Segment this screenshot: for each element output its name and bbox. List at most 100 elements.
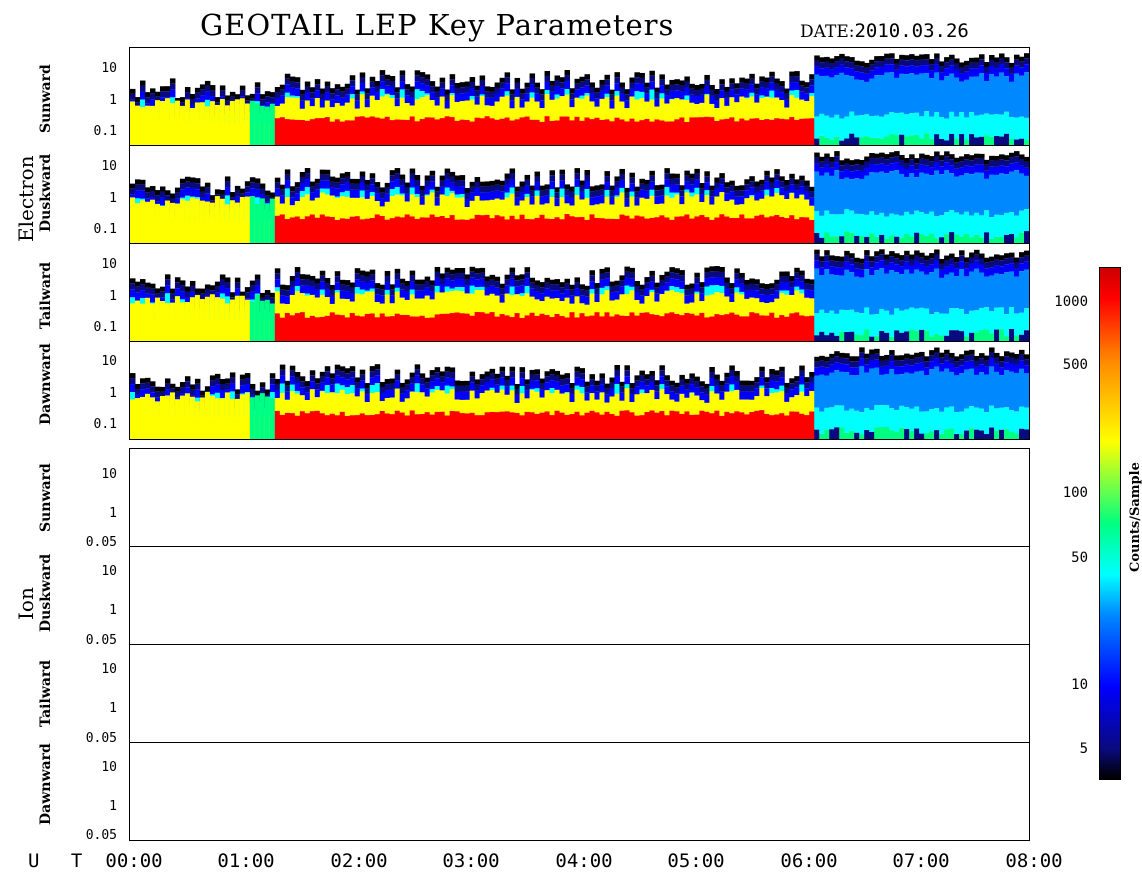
- spectrogram-cell: [879, 427, 885, 439]
- spectrogram-cell: [314, 397, 321, 411]
- spectrogram-cell: [789, 378, 795, 384]
- spectrogram-cell: [449, 85, 456, 94]
- spectrogram-cell: [764, 382, 770, 389]
- spectrogram-cell: [954, 308, 960, 331]
- spectrogram-cell: [874, 270, 880, 315]
- spectrogram-cell: [804, 388, 810, 397]
- spectrogram-cell: [269, 373, 276, 379]
- spectrogram-cell: [164, 200, 171, 243]
- spectrogram-cell: [329, 176, 336, 182]
- spectrogram-cell: [609, 121, 615, 145]
- spectrogram-cell: [674, 287, 680, 292]
- spectrogram-cell: [609, 388, 615, 397]
- spectrogram-cell: [439, 371, 446, 377]
- spectrogram-cell: [934, 352, 940, 359]
- spectrogram-cell: [339, 86, 346, 92]
- spectrogram-cell: [524, 278, 531, 287]
- spectrogram-cell: [404, 291, 411, 300]
- spectrogram-cell: [539, 196, 546, 205]
- spectrogram-cell: [999, 72, 1005, 115]
- spectrogram-cell: [804, 415, 810, 439]
- spectrogram-cell: [264, 396, 271, 439]
- spectrogram-cell: [624, 370, 630, 377]
- spectrogram-cell: [694, 179, 700, 188]
- spectrogram-cell: [449, 288, 456, 292]
- spectrogram-cell: [374, 414, 381, 439]
- spectrogram-cell: [354, 315, 361, 341]
- spectrogram-cell: [744, 184, 750, 191]
- spectrogram-cell: [919, 158, 925, 165]
- spectrogram-cell: [764, 195, 770, 218]
- spectrogram-cell: [989, 405, 995, 428]
- spectrogram-cell: [584, 74, 590, 80]
- spectrogram-cell: [274, 273, 281, 280]
- spectrogram-cell: [514, 313, 521, 341]
- spectrogram-cell: [929, 175, 935, 212]
- spectrogram-cell: [164, 98, 171, 145]
- spectrogram-cell: [559, 169, 566, 175]
- spectrogram-cell: [774, 370, 780, 376]
- spectrogram-cell: [959, 250, 965, 256]
- spectrogram-cell: [659, 184, 665, 190]
- spectrogram-cell: [969, 263, 975, 272]
- spectrogram-cell: [464, 81, 471, 87]
- spectrogram-cell: [649, 175, 655, 182]
- spectrogram-cell: [174, 100, 181, 145]
- spectrogram-cell: [969, 349, 975, 355]
- spectrogram-cell: [214, 384, 221, 393]
- spectrogram-cell: [264, 91, 271, 97]
- spectrogram-cell: [909, 254, 915, 260]
- spectrogram-cell: [644, 385, 650, 394]
- spectrogram-cell: [709, 378, 715, 387]
- spectrogram-cell: [649, 314, 655, 341]
- spectrogram-cell: [604, 97, 610, 120]
- spectrogram-cell: [719, 277, 725, 286]
- spectrogram-cell: [619, 101, 625, 120]
- spectrogram-cell: [954, 330, 960, 341]
- spectrogram-cell: [284, 412, 291, 439]
- spectrogram-cell: [524, 174, 531, 180]
- spectrogram-cell: [789, 76, 795, 83]
- spectrogram-cell: [864, 250, 870, 256]
- spectrogram-cell: [924, 65, 930, 74]
- spectrogram-cell: [744, 414, 750, 439]
- spectrogram-cell: [844, 75, 850, 117]
- spectrogram-cell: [854, 257, 860, 263]
- spectrogram-cell: [274, 182, 281, 189]
- spectrogram-cell: [399, 289, 406, 298]
- spectrogram-cell: [984, 135, 990, 145]
- spectrogram-cell: [499, 371, 506, 378]
- spectrogram-cell: [399, 89, 406, 98]
- spectrogram-cell: [254, 189, 261, 198]
- spectrogram-cell: [374, 317, 381, 341]
- spectrogram-cell: [1004, 272, 1010, 315]
- spectrogram-cell: [844, 158, 850, 164]
- spectrogram-cell: [434, 292, 441, 315]
- spectrogram-cell: [489, 379, 496, 388]
- spectrogram-cell: [1019, 138, 1025, 145]
- y-tick-label: 1: [109, 701, 117, 716]
- spectrogram-cell: [754, 377, 760, 383]
- spectrogram-cell: [184, 286, 191, 292]
- spectrogram-cell: [239, 374, 246, 380]
- spectrogram-cell: [904, 168, 910, 177]
- spectrogram-cell: [954, 367, 960, 376]
- spectrogram-cell: [789, 276, 795, 282]
- spectrogram-cell: [349, 377, 356, 386]
- spectrogram-cell: [1014, 364, 1020, 373]
- spectrogram-cell: [604, 278, 610, 287]
- spectrogram-cell: [969, 428, 975, 439]
- spectrogram-cell: [334, 369, 341, 376]
- spectrogram-cell: [334, 415, 341, 439]
- spectrogram-cell: [899, 134, 905, 145]
- spectrogram-cell: [1019, 67, 1025, 76]
- spectrogram-cell: [1004, 429, 1010, 439]
- spectrogram-cell: [734, 389, 740, 412]
- spectrogram-cell: [989, 55, 995, 61]
- spectrogram-cell: [354, 396, 361, 416]
- spectrogram-cell: [754, 88, 760, 95]
- spectrogram-cell: [809, 96, 815, 119]
- spectrogram-cell: [769, 415, 775, 439]
- spectrogram-cell: [939, 357, 945, 364]
- spectrogram-cell: [184, 87, 191, 93]
